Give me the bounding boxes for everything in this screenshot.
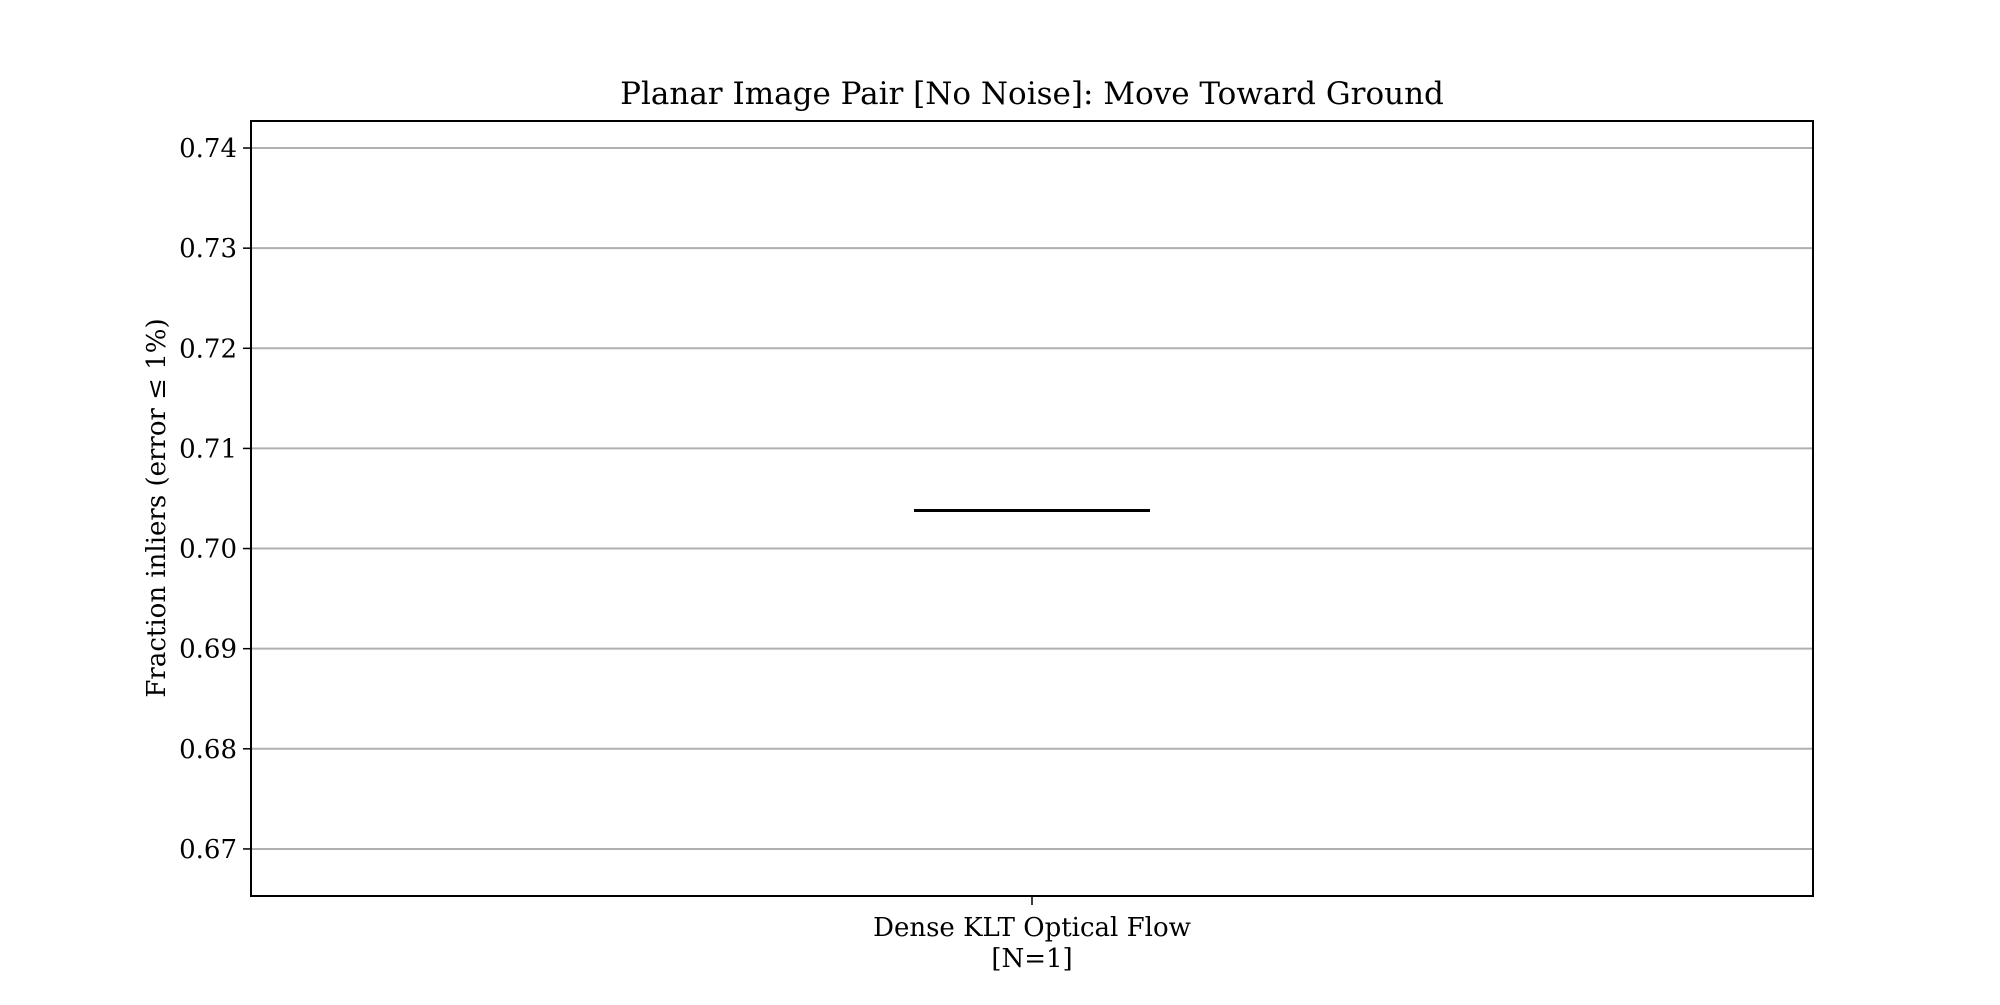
y-tick-label: 0.72: [179, 334, 237, 364]
x-tick-label: Dense KLT Optical Flow: [873, 913, 1191, 943]
x-tick-sublabel: [N=1]: [991, 944, 1072, 974]
y-tick-label: 0.71: [179, 434, 237, 464]
grid-layer: [251, 147, 1813, 850]
y-tick-label: 0.69: [179, 635, 237, 665]
plot-frame: [250, 120, 1814, 897]
y-tick-label: 0.73: [179, 234, 237, 264]
y-tick-label: 0.68: [179, 735, 237, 765]
x-axis: Dense KLT Optical Flow[N=1]: [873, 896, 1191, 974]
y-tick-label: 0.70: [179, 535, 237, 565]
y-tick-label: 0.74: [179, 134, 237, 164]
y-tick-label: 0.67: [179, 835, 237, 865]
chart-title: Planar Image Pair [No Noise]: Move Towar…: [620, 76, 1444, 112]
y-axis-label: Fraction inliers (error ≤ 1%): [142, 318, 172, 697]
y-axis: 0.67 0.68 0.69 0.70 0.71 0.72 0.73 0.74: [179, 134, 251, 865]
